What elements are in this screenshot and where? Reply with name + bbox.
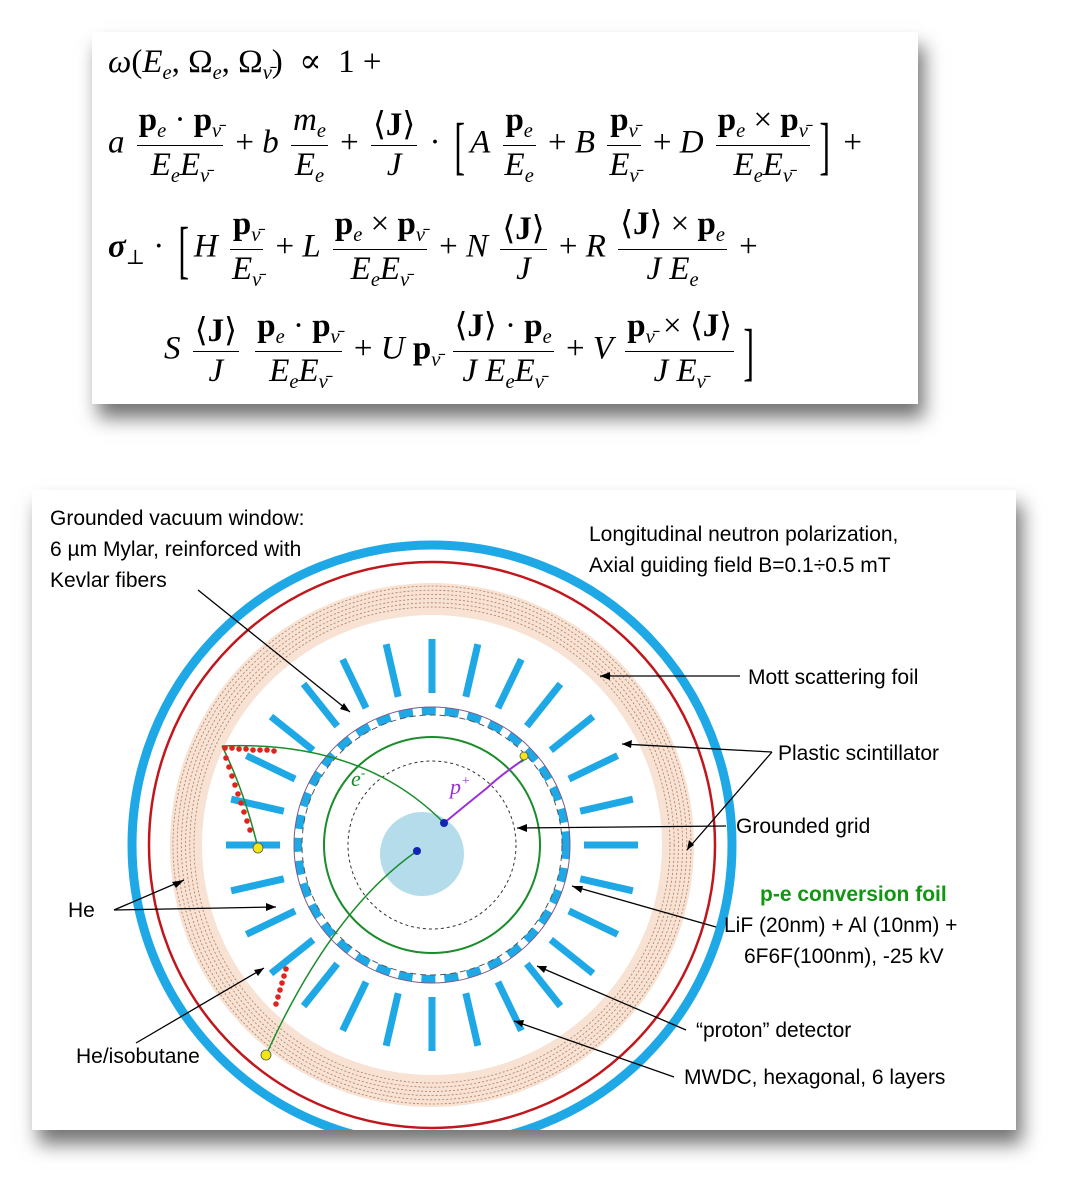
- label-vacuum-window-1: Grounded vacuum window:: [50, 507, 304, 530]
- outer-ring: [127, 540, 737, 1130]
- scintillator-bar: [244, 907, 297, 938]
- hit-dot: [232, 782, 238, 788]
- mwdc-layer: [185, 598, 679, 1092]
- hit-dot: [229, 773, 235, 779]
- hit-dot: [243, 746, 249, 752]
- proton-detector-outline: [293, 706, 571, 984]
- scintillator-bar: [230, 875, 285, 895]
- electron-track-1: [221, 744, 445, 824]
- hit-dot: [235, 791, 241, 797]
- scintillator-bar: [339, 657, 370, 710]
- neutron-beam-disk: [380, 812, 464, 896]
- label-proton-detector: “proton” detector: [696, 1019, 851, 1042]
- label-vacuum-window-3: Kevlar fibers: [50, 569, 167, 592]
- scintillator-bar: [548, 713, 596, 753]
- scintillator-bar: [382, 643, 402, 698]
- scintillator-bar: [462, 992, 482, 1047]
- scintillator-bar: [524, 681, 564, 729]
- leader-lines: [113, 589, 773, 1078]
- scintillator-bar: [339, 980, 370, 1033]
- hit-dot: [244, 818, 250, 824]
- mwdc-layer: [189, 602, 675, 1088]
- diagram-panel: e- p+ Grounded vacuum window: 6 µm Mylar…: [32, 490, 1016, 1130]
- decay-vertex-2: [413, 847, 421, 855]
- hit-dot: [283, 966, 289, 972]
- label-mwdc: MWDC, hexagonal, 6 layers: [684, 1066, 945, 1089]
- hit-dot: [250, 747, 256, 753]
- label-grounded-grid: Grounded grid: [736, 815, 870, 838]
- inner-dashed-ring: [347, 760, 517, 930]
- leader-arrowheads: [172, 672, 694, 1027]
- scintillator-bar: [494, 657, 525, 710]
- hit-dot: [281, 973, 287, 979]
- formula-line-1: ω(Ee, Ωe, Ων̄) ∝ 1 +: [108, 44, 382, 85]
- conversion-foil-ring: [301, 714, 563, 976]
- electron-track-2: [265, 850, 418, 1056]
- proton-track: [443, 757, 527, 824]
- scintillator-bar: [548, 937, 596, 977]
- scintillator-bar: [567, 752, 620, 783]
- hit-dot: [275, 994, 281, 1000]
- scintillator-bar: [300, 961, 340, 1009]
- scintillator-bar: [567, 907, 620, 938]
- label-conversion-1: LiF (20nm) + Al (10nm) +: [724, 914, 957, 937]
- hit-dot: [222, 745, 228, 751]
- hit-dot: [226, 764, 232, 770]
- electron-label: e-: [351, 766, 366, 791]
- formula-line-4: S ⟨J⟩ J pe · pν̄ EeEν̄ + U pν̄ ⟨J⟩ · pe J E…: [164, 308, 755, 393]
- mwdc-layer: [176, 589, 688, 1101]
- mwdc-hit-dots: [222, 745, 289, 1007]
- hit-dot: [238, 800, 244, 806]
- scintillator-bar: [524, 961, 564, 1009]
- scintillator-bar: [268, 713, 316, 753]
- label-plastic-scintillator: Plastic scintillator: [778, 742, 939, 765]
- impact-star-2: [260, 1049, 272, 1061]
- hit-dot: [223, 755, 229, 761]
- mwdc-layer: [180, 593, 684, 1097]
- label-vacuum-window-2: 6 µm Mylar, reinforced with: [50, 538, 301, 561]
- hit-dot: [271, 748, 277, 754]
- impact-star-3: [519, 751, 529, 761]
- proton-detector-ring: [294, 707, 570, 983]
- hit-dot: [277, 987, 283, 993]
- scintillator-bar: [268, 937, 316, 977]
- hit-dot: [279, 980, 285, 986]
- formula-panel: ω(Ee, Ωe, Ων̄) ∝ 1 + a pe · pν̄ EeEν̄ + b…: [92, 32, 918, 404]
- label-mott-foil: Mott scattering foil: [748, 666, 918, 689]
- label-he-isobutane: He/isobutane: [76, 1045, 200, 1068]
- label-conversion-2: 6F6F(100nm), -25 kV: [744, 945, 944, 968]
- detector-diagram: e- p+ Grounded vacuum window: 6 µm Mylar…: [50, 507, 957, 1130]
- formula-line-2: a pe · pν̄ EeEν̄ + b me Ee + ⟨J⟩ J · [A pe E…: [108, 102, 862, 187]
- hit-dot: [257, 747, 263, 753]
- scintillator-bar: [579, 875, 634, 895]
- label-he: He: [68, 899, 95, 922]
- hit-dot: [247, 827, 253, 833]
- grounded-grid-ring: [323, 736, 541, 954]
- decay-vertex-1: [440, 819, 448, 827]
- mwdc-layer: [193, 606, 671, 1084]
- scintillator-bar: [579, 795, 634, 815]
- hit-dot: [273, 1001, 279, 1007]
- mott-foil-ring: [147, 560, 717, 1130]
- formula-line-3: σ⊥ · [H pν̄ Eν̄ + L pe × pν̄ EeEν̄ + N ⟨J⟩…: [108, 206, 758, 291]
- impact-star-1: [252, 842, 264, 854]
- hit-dot: [236, 746, 242, 752]
- scintillator-bar: [244, 752, 297, 783]
- label-polarization-1: Longitudinal neutron polarization,: [589, 523, 898, 546]
- hit-dot: [241, 809, 247, 815]
- label-conversion-title: p-e conversion foil: [760, 883, 947, 906]
- scintillator-bar: [462, 643, 482, 698]
- scintillator-bar: [382, 992, 402, 1047]
- proton-label: p+: [448, 774, 470, 799]
- hit-dot: [229, 745, 235, 751]
- scintillator-bar: [300, 681, 340, 729]
- label-polarization-2: Axial guiding field B=0.1÷0.5 mT: [589, 554, 891, 577]
- hit-dot: [264, 747, 270, 753]
